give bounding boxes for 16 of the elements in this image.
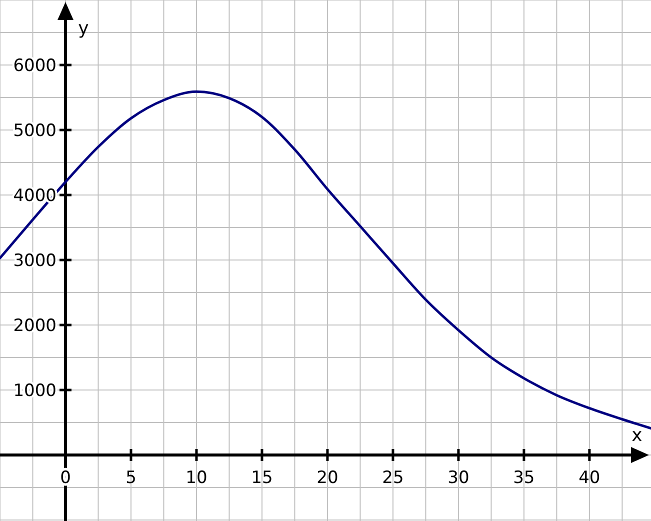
y-tick-label: 5000 bbox=[13, 121, 56, 141]
x-tick-label: 20 bbox=[316, 468, 338, 488]
y-tick-label: 1000 bbox=[13, 381, 56, 401]
y-axis-title: y bbox=[78, 18, 90, 39]
x-tick-label: 35 bbox=[513, 468, 535, 488]
x-tick-label: 5 bbox=[126, 468, 136, 488]
x-tick-label: 10 bbox=[186, 468, 208, 488]
x-tick-label: 30 bbox=[448, 468, 470, 488]
y-tick-label: 6000 bbox=[13, 56, 56, 76]
y-tick-label: 2000 bbox=[13, 316, 56, 336]
x-tick-label: 40 bbox=[578, 468, 600, 488]
line-series bbox=[0, 90, 651, 430]
x-axis-title: x bbox=[632, 425, 643, 446]
x-tick-label: 25 bbox=[382, 468, 404, 488]
y-tick-label: 3000 bbox=[13, 251, 56, 271]
x-tick-label: 15 bbox=[251, 468, 273, 488]
